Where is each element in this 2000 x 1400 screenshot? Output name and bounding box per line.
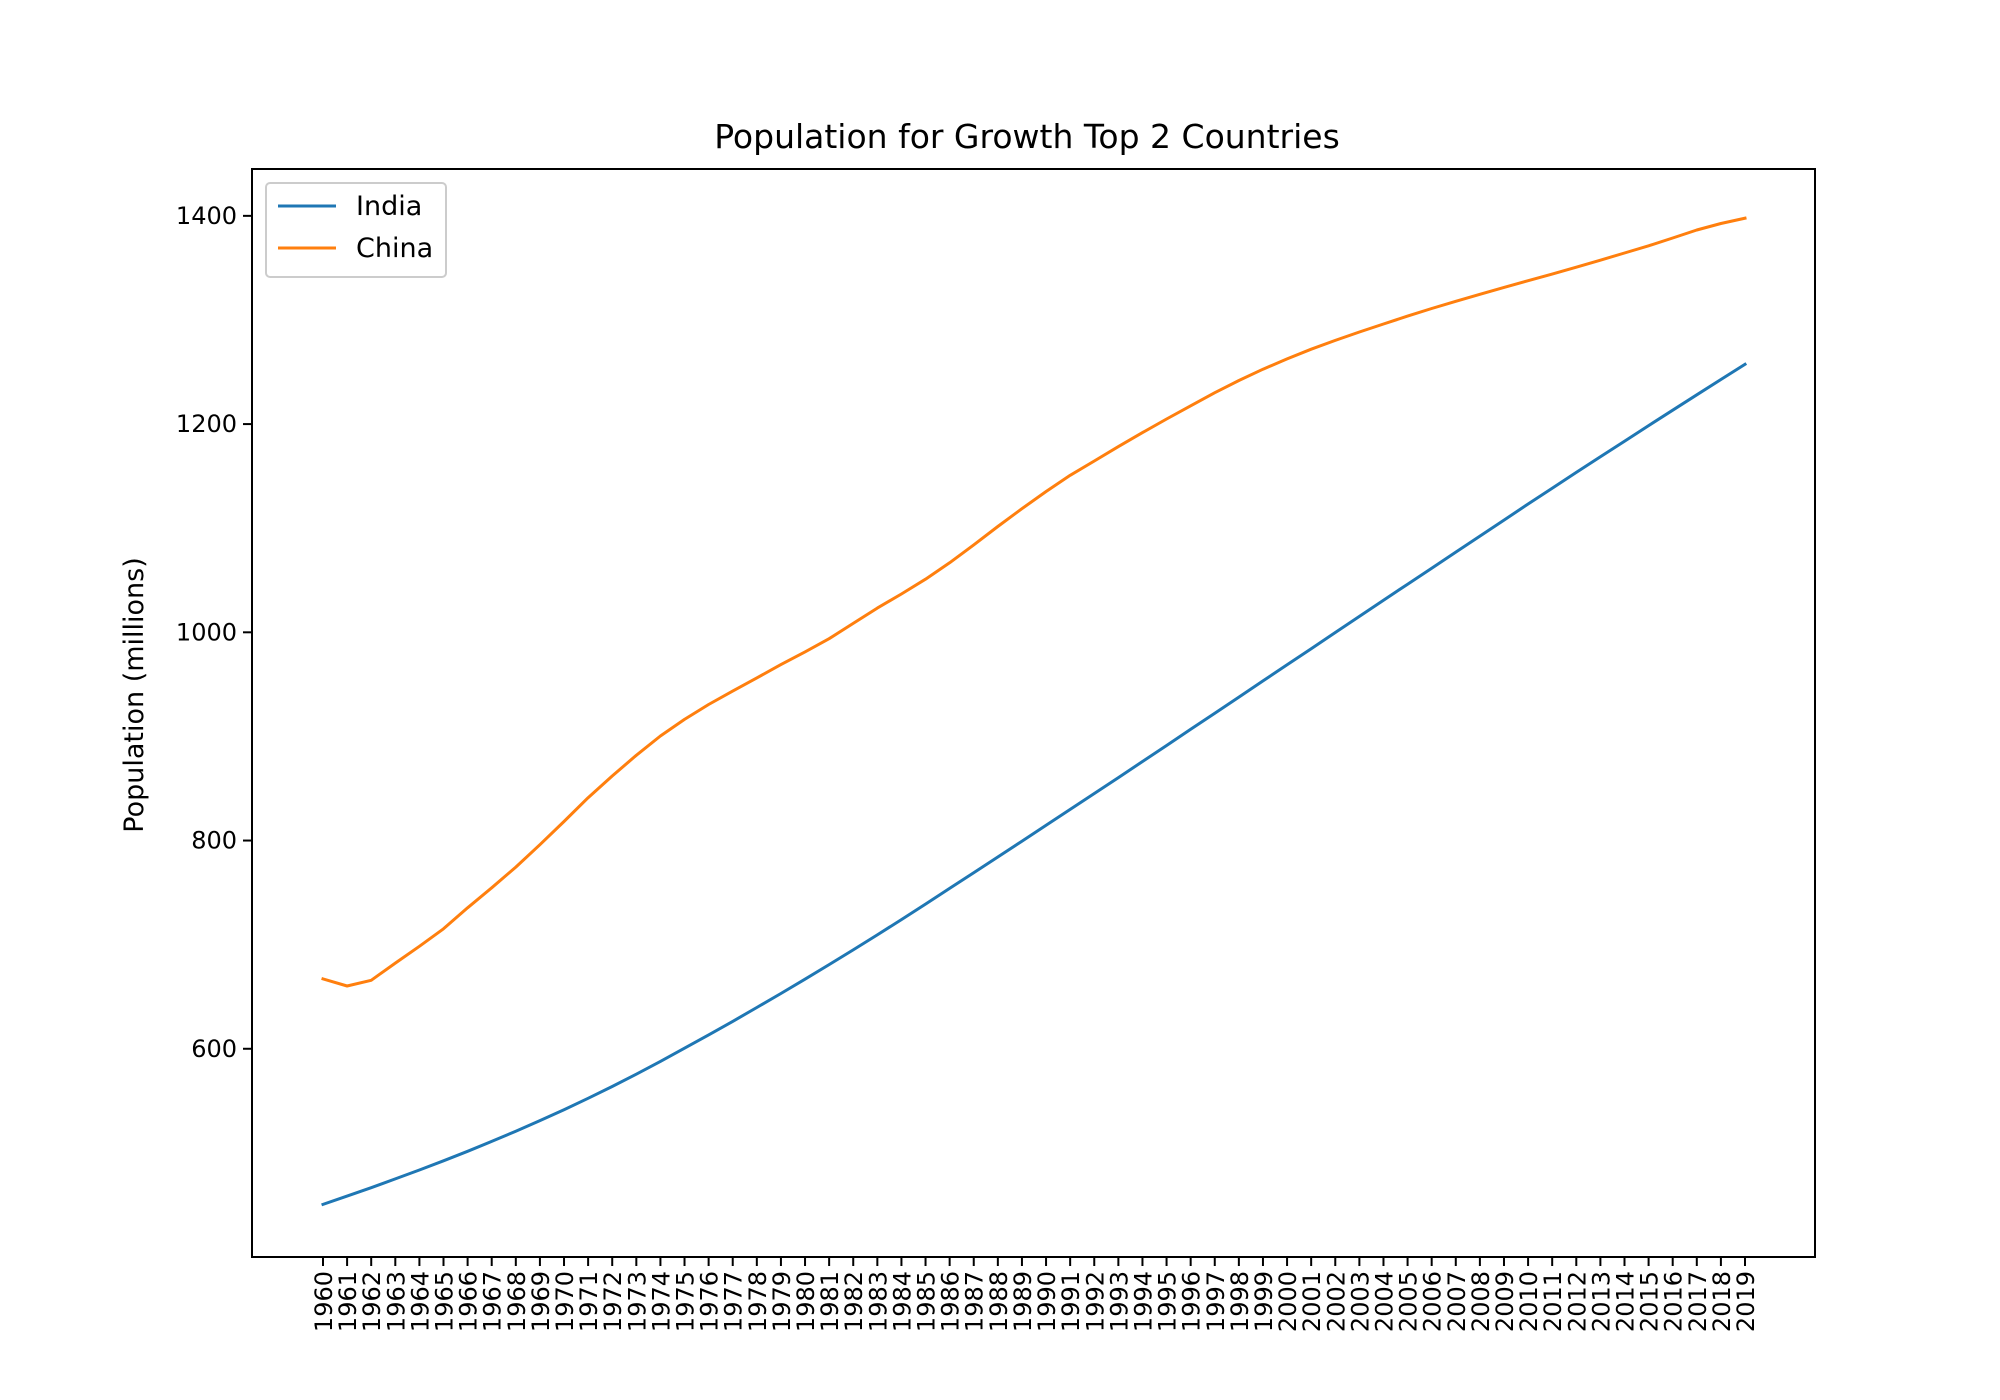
x-tick-label: 2011 [1539, 1271, 1567, 1332]
x-tick-label: 1989 [1009, 1271, 1037, 1332]
x-tick-label: 2014 [1611, 1271, 1639, 1332]
x-tick-label: 1973 [623, 1271, 651, 1332]
x-tick-label: 2003 [1346, 1271, 1374, 1332]
x-tick-label: 1963 [382, 1271, 410, 1332]
y-tick-label: 800 [191, 827, 237, 855]
y-axis-ticks: 600 800 1000 1200 1400 [176, 202, 252, 1063]
x-tick-label: 2008 [1467, 1271, 1495, 1332]
y-tick-label: 600 [191, 1035, 237, 1063]
x-tick-label: 2007 [1443, 1271, 1471, 1332]
x-tick-label: 1992 [1081, 1271, 1109, 1332]
x-tick-label: 1987 [961, 1271, 989, 1332]
y-tick-label: 1200 [176, 410, 237, 438]
x-tick-label: 1979 [768, 1271, 796, 1332]
x-tick-label: 1974 [647, 1271, 675, 1332]
x-tick-label: 1978 [744, 1271, 772, 1332]
x-tick-label: 1990 [1033, 1271, 1061, 1332]
x-tick-label: 2017 [1684, 1271, 1712, 1332]
x-tick-label: 2001 [1298, 1271, 1326, 1332]
x-tick-label: 1984 [888, 1271, 916, 1332]
x-tick-label: 1997 [1202, 1271, 1230, 1332]
x-tick-label: 1981 [816, 1271, 844, 1332]
x-tick-label: 2000 [1274, 1271, 1302, 1332]
x-tick-label: 2010 [1515, 1271, 1543, 1332]
x-tick-label: 1988 [985, 1271, 1013, 1332]
legend-label-india: India [356, 191, 422, 222]
legend-label-china: China [356, 233, 433, 264]
series-line-china [321, 216, 1747, 988]
x-tick-label: 1982 [840, 1271, 868, 1332]
x-tick-label: 2005 [1395, 1271, 1423, 1332]
x-tick-label: 1965 [431, 1271, 459, 1332]
x-tick-label: 1961 [334, 1271, 362, 1332]
x-tick-label: 2009 [1491, 1271, 1519, 1332]
x-tick-label: 2016 [1660, 1271, 1688, 1332]
x-tick-label: 1991 [1057, 1271, 1085, 1332]
x-tick-label: 2006 [1419, 1271, 1447, 1332]
x-tick-label: 1969 [527, 1271, 555, 1332]
x-tick-label: 2013 [1587, 1271, 1615, 1332]
x-tick-label: 1998 [1226, 1271, 1254, 1332]
x-axis-ticks: 1960196119621963196419651966196719681969… [310, 1257, 1760, 1332]
x-tick-label: 1980 [792, 1271, 820, 1332]
x-tick-label: 1968 [503, 1271, 531, 1332]
x-tick-label: 1999 [1250, 1271, 1278, 1332]
series-line-india [321, 362, 1748, 1207]
x-tick-label: 1960 [310, 1271, 338, 1332]
x-tick-label: 1964 [406, 1271, 434, 1332]
x-tick-label: 2012 [1563, 1271, 1591, 1332]
x-tick-label: 1995 [1154, 1271, 1182, 1332]
x-tick-label: 1985 [913, 1271, 941, 1332]
plot-area-frame [251, 168, 1816, 1258]
x-tick-label: 1966 [455, 1271, 483, 1332]
y-tick-label: 1000 [176, 618, 237, 646]
x-tick-label: 1972 [599, 1271, 627, 1332]
x-tick-label: 1975 [672, 1271, 700, 1332]
x-tick-label: 1967 [479, 1271, 507, 1332]
x-tick-label: 1976 [696, 1271, 724, 1332]
y-tick-label: 1400 [176, 202, 237, 230]
x-tick-label: 2015 [1636, 1271, 1664, 1332]
x-tick-label: 2004 [1370, 1271, 1398, 1332]
x-tick-label: 1977 [720, 1271, 748, 1332]
x-tick-label: 1996 [1178, 1271, 1206, 1332]
series-lines [321, 216, 1748, 1207]
x-tick-label: 2002 [1322, 1271, 1350, 1332]
legend: India China [265, 182, 447, 278]
x-tick-label: 1970 [551, 1271, 579, 1332]
x-tick-label: 1986 [937, 1271, 965, 1332]
x-tick-label: 1994 [1129, 1271, 1157, 1332]
x-tick-label: 2019 [1732, 1271, 1760, 1332]
x-tick-label: 1971 [575, 1271, 603, 1332]
y-axis-label: Population (millions) [119, 557, 150, 833]
x-tick-label: 1962 [358, 1271, 386, 1332]
chart-title: Population for Growth Top 2 Countries [714, 117, 1340, 156]
x-tick-label: 1993 [1105, 1271, 1133, 1332]
x-tick-label: 1983 [864, 1271, 892, 1332]
x-tick-label: 2018 [1708, 1271, 1736, 1332]
